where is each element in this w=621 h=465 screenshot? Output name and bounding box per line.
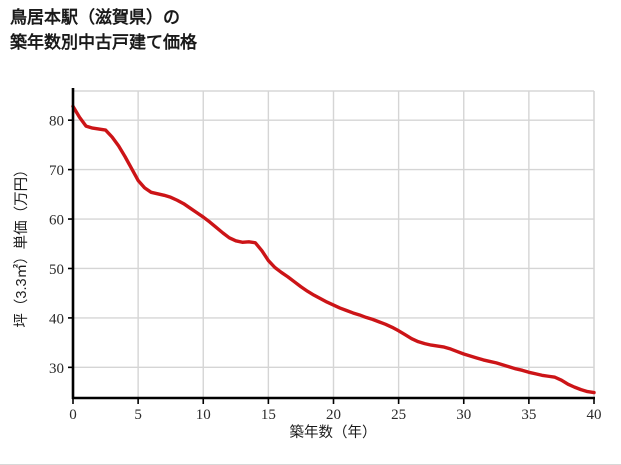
vertical-gridlines xyxy=(137,91,595,398)
y-tick-label: 60 xyxy=(49,213,64,229)
x-tick-label: 40 xyxy=(587,407,602,423)
x-axis-title: 築年数（年） xyxy=(290,423,377,441)
y-tick-label: 80 xyxy=(49,114,64,130)
y-tick-label: 40 xyxy=(49,311,64,327)
x-tick-label: 25 xyxy=(391,407,406,423)
x-axis-ticks: 0 5 10 15 20 25 30 35 40 xyxy=(69,398,602,423)
x-tick-label: 10 xyxy=(196,407,211,423)
x-tick-label: 30 xyxy=(456,407,471,423)
y-tick-label: 50 xyxy=(49,262,64,278)
y-tick-label: 30 xyxy=(49,361,64,377)
price-trend-line xyxy=(71,104,596,395)
x-tick-label: 5 xyxy=(134,407,142,423)
x-tick-label: 20 xyxy=(326,407,341,423)
y-axis-title: 坪（3.3㎡）単価（万円） xyxy=(13,162,30,327)
y-axis-ticks: 30 40 50 60 70 80 xyxy=(49,114,73,377)
x-tick-label: 15 xyxy=(261,407,276,423)
x-tick-label: 0 xyxy=(69,407,77,423)
y-tick-label: 70 xyxy=(49,163,64,179)
page-title: 鳥居本駅（滋賀県）の 築年数別中古戸建て価格 xyxy=(10,8,197,52)
x-tick-label: 35 xyxy=(521,407,536,423)
